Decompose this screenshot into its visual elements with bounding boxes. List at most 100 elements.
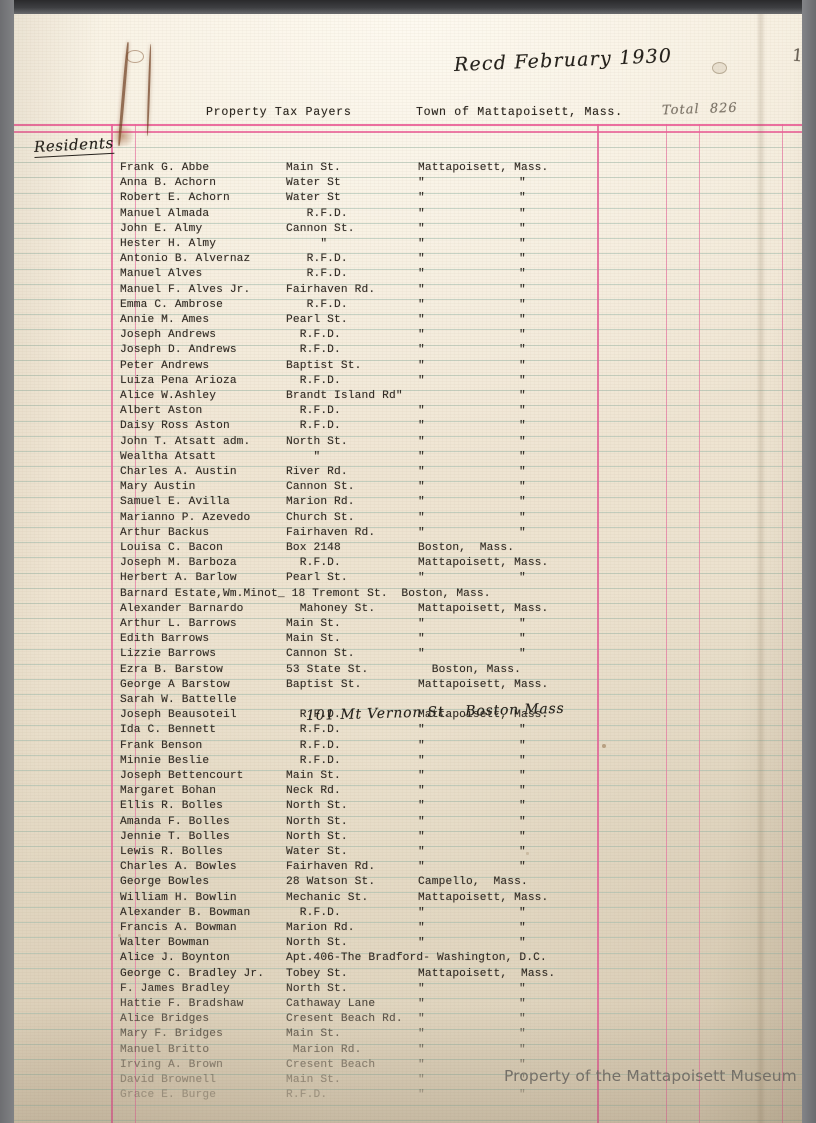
entry-town: " — [418, 800, 425, 813]
entry-address: R.F.D. — [286, 739, 341, 752]
table-row: Hester H. Almy " " " — [14, 238, 808, 253]
horizontal-rule — [14, 542, 808, 543]
horizontal-rule — [14, 238, 808, 239]
entry-address: Cannon St. — [286, 222, 355, 235]
table-row: Luiza Pena Arioza R.F.D. " " — [14, 375, 808, 390]
horizontal-rule — [14, 709, 808, 710]
entry-name: Alexander Barnardo — [120, 602, 244, 615]
table-row: Arthur L. Barrows Main St. " " — [14, 618, 808, 633]
entry-town: " — [418, 618, 425, 630]
entry-town: " — [418, 359, 425, 372]
horizontal-rule — [14, 451, 808, 452]
entry-town: " — [418, 937, 425, 950]
entry-name: Alice Bridges — [120, 1013, 209, 1025]
table-row: Manuel F. Alves Jr. Fairhaven Rd. " " — [14, 284, 808, 299]
table-row: Alice W.Ashley Brandt Island Rd" " — [14, 390, 808, 405]
entry-state: " — [519, 1059, 526, 1071]
horizontal-rule — [14, 937, 808, 938]
header-rule-line-2 — [14, 131, 808, 133]
entry-name: Ezra B. Barstow — [120, 663, 223, 676]
entry-address: Marion Rd. — [286, 496, 355, 509]
entry-state: " — [519, 283, 526, 296]
entry-state: " — [519, 405, 526, 418]
table-row: William H. Bowlin Mechanic St. Mattapoiset… — [14, 892, 808, 907]
entry-town: Mattapoisett, Mass. — [418, 602, 549, 615]
entry-name: George C. Bradley Jr. — [120, 967, 265, 980]
entry-name: Joseph M. Barboza — [120, 557, 237, 570]
entry-town: " — [418, 572, 425, 585]
entry-name: F. James Bradley — [120, 982, 230, 995]
table-row: George A Barstow Baptist St. Mattapoisett,… — [14, 679, 808, 694]
entry-address: Main St. — [286, 1074, 341, 1086]
ledger-sheet: Property Tax Payers Town of Mattapoisett… — [14, 14, 808, 1123]
horizontal-rule — [14, 846, 808, 847]
vertical-rule — [782, 124, 783, 1123]
entry-name: Joseph D. Andrews — [120, 344, 237, 357]
entry-state: " — [519, 481, 526, 494]
table-row: Barnard Estate,Wm.Minot_ 18 Tremont St. … — [14, 588, 808, 603]
entry-address: 53 State St. — [286, 663, 369, 676]
entry-address: R.F.D. — [286, 268, 348, 281]
horizontal-rule — [14, 557, 808, 558]
entry-name: Albert Aston — [120, 405, 203, 418]
scanner-top-border — [0, 0, 816, 14]
entry-name: John E. Almy — [120, 222, 203, 235]
entry-state: " — [519, 298, 526, 311]
entry-state: " — [519, 785, 526, 798]
entry-address: 28 Watson St. — [286, 876, 376, 889]
horizontal-rule — [14, 679, 808, 680]
table-row: Frank Benson R.F.D. " " — [14, 740, 808, 755]
entry-state: " — [519, 496, 526, 509]
entry-address: River Rd. — [286, 466, 348, 478]
entry-address: R.F.D. — [286, 557, 341, 570]
entry-address: North St. — [286, 435, 348, 448]
horizontal-rule — [14, 314, 808, 315]
entry-state: " — [519, 420, 526, 433]
table-row: Edith Barrows Main St. " " — [14, 633, 808, 648]
horizontal-rule — [14, 147, 808, 148]
table-row: Hattie F. Bradshaw Cathaway Lane " " — [14, 998, 808, 1013]
table-row: Ezra B. Barstow 53 State St. Boston, Mass… — [14, 664, 808, 679]
entry-name: Walter Bowman — [120, 937, 210, 950]
page-subtitle: Town of Mattapoisett, Mass. — [416, 106, 623, 119]
horizontal-rule — [14, 1044, 808, 1045]
horizontal-rule — [14, 1074, 808, 1075]
entry-state: " — [519, 238, 526, 250]
entry-name: Ida C. Bennett — [120, 724, 217, 737]
horizontal-rule — [14, 345, 808, 346]
clip-ink-blot — [110, 126, 136, 146]
entry-state: " — [519, 830, 526, 843]
table-row: Grace E. Burge R.F.D. " " — [14, 1089, 808, 1104]
entry-name: Amanda F. Bolles — [120, 815, 230, 828]
entry-town: " — [418, 1059, 425, 1071]
entry-town: " — [418, 846, 425, 858]
vertical-rule — [597, 124, 599, 1123]
entry-town: " — [418, 466, 425, 478]
entry-name: Joseph Beausoteil — [120, 709, 237, 722]
entry-name: Manuel Almada — [120, 207, 210, 220]
entry-name: Edith Barrows — [120, 633, 210, 646]
entry-name: Robert E. Achorn — [120, 192, 230, 205]
museum-watermark: Property of the Mattapoisett Museum — [504, 1067, 797, 1085]
entry-address: " — [286, 450, 321, 463]
entry-state: " — [519, 937, 526, 950]
table-row: Albert Aston R.F.D. " " — [14, 405, 808, 420]
entry-name: Lewis R. Bolles — [120, 846, 223, 858]
entry-town: " — [418, 1074, 425, 1086]
entry-name: Annie M. Ames — [120, 314, 210, 326]
table-row: Charles A. Bowles Fairhaven Rd. " " — [14, 861, 808, 876]
table-row: Lizzie Barrows Cannon St. " " — [14, 648, 808, 663]
entry-town: " — [418, 785, 425, 798]
entry-town: " — [418, 633, 425, 646]
entry-address: North St. — [286, 815, 348, 828]
entry-name: Louisa C. Bacon — [120, 542, 223, 554]
entry-state: " — [519, 390, 526, 402]
entry-name: Frank G. Abbe — [120, 162, 210, 174]
horizontal-rule — [14, 481, 808, 482]
page-bottom-shadow — [14, 1003, 808, 1123]
horizontal-rule — [14, 877, 808, 878]
entry-town: Mattapoisett, Mass. — [418, 678, 549, 691]
entry-state: " — [519, 982, 526, 995]
entry-address: Main St. — [286, 1028, 341, 1040]
horizontal-rule — [14, 801, 808, 802]
